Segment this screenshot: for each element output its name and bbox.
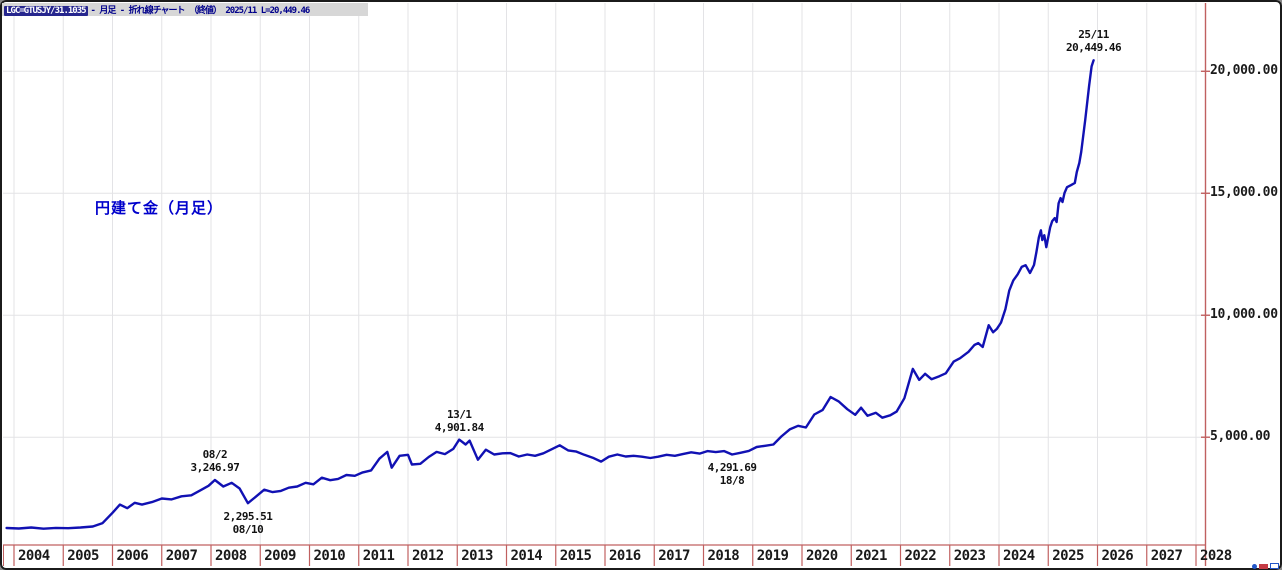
chart-label: 円建て金（月足） (95, 199, 224, 217)
x-axis-label: 2013 (461, 548, 493, 564)
x-axis-label: 2028 (1200, 548, 1232, 564)
x-axis-label: 2021 (855, 548, 887, 564)
y-axis-label: 20,000.00 (1210, 63, 1278, 79)
x-axis-label: 2006 (116, 548, 149, 564)
x-axis-label: 2022 (904, 548, 937, 564)
x-axis-label: 2018 (707, 548, 740, 564)
annotation-date: 08/10 (232, 523, 264, 537)
annotation-date: 08/2 (202, 447, 228, 461)
annotation-2018-low: 4,291.69 18/8 (708, 461, 757, 487)
x-axis-label: 2007 (165, 548, 198, 564)
x-axis-label: 2025 (1052, 548, 1084, 564)
watermark-logo (1252, 562, 1279, 569)
x-axis-label: 2014 (510, 548, 543, 564)
chart-description: - 月足 - 折れ線チャート （終値） 2025/11 L=20,449.46 (90, 6, 311, 16)
y-axis-label: 10,000.00 (1210, 307, 1278, 323)
x-axis-label: 2011 (362, 548, 395, 564)
chart-title-bar: LGC=GTUSJY/31.1035- 月足 - 折れ線チャート （終値） 20… (2, 3, 368, 16)
x-axis-label: 2008 (215, 548, 247, 564)
x-axis-label: 2027 (1150, 548, 1183, 564)
x-axis-label: 2005 (67, 548, 99, 564)
x-axis-label: 2012 (412, 548, 444, 564)
annotation-date: 13/1 (446, 407, 472, 421)
watermark-mark (1259, 564, 1268, 569)
annotation-value: 4,901.84 (434, 420, 484, 434)
watermark-box (1270, 563, 1279, 569)
y-axis-label: 15,000.00 (1210, 185, 1278, 201)
annotation-2008-high: 08/2 3,246.97 (190, 448, 239, 474)
x-axis-label: 2004 (18, 548, 50, 564)
watermark-dot (1252, 564, 1257, 569)
x-axis-label: 2023 (953, 548, 986, 564)
annotation-value: 3,246.97 (190, 460, 240, 474)
annotation-value: 20,449.46 (1065, 41, 1122, 55)
x-axis-label: 2009 (264, 548, 296, 564)
annotation-date: 18/8 (719, 474, 745, 488)
x-axis-label: 2024 (1003, 548, 1035, 564)
price-line (5, 59, 1095, 530)
annotation-2008-low: 2,295.51 08/10 (223, 510, 272, 536)
x-axis-label: 2019 (756, 548, 789, 564)
annotation-value: 4,291.69 (707, 461, 757, 475)
x-axis-label: 2026 (1101, 548, 1134, 564)
annotation-2013-high: 13/1 4,901.84 (435, 408, 484, 434)
instrument-symbol: LGC=GTUSJY/31.1035 (4, 6, 88, 16)
x-axis-label: 2017 (658, 548, 690, 564)
x-axis-label: 2015 (559, 548, 592, 564)
annotation-2025-high: 25/11 20,449.46 (1065, 28, 1122, 55)
x-axis-label: 2016 (609, 548, 641, 564)
x-axis-label: 2020 (806, 548, 838, 564)
annotation-date: 25/11 (1078, 28, 1109, 42)
annotation-value: 2,295.51 (223, 510, 273, 524)
y-axis-label: 5,000.00 (1210, 429, 1271, 445)
x-axis-label: 2010 (313, 548, 346, 564)
